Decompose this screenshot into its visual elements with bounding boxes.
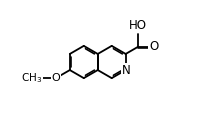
Text: O: O [52,73,60,83]
Text: O: O [149,40,159,53]
Text: N: N [122,64,131,77]
Text: HO: HO [129,19,147,32]
Text: CH$_3$: CH$_3$ [21,71,42,85]
